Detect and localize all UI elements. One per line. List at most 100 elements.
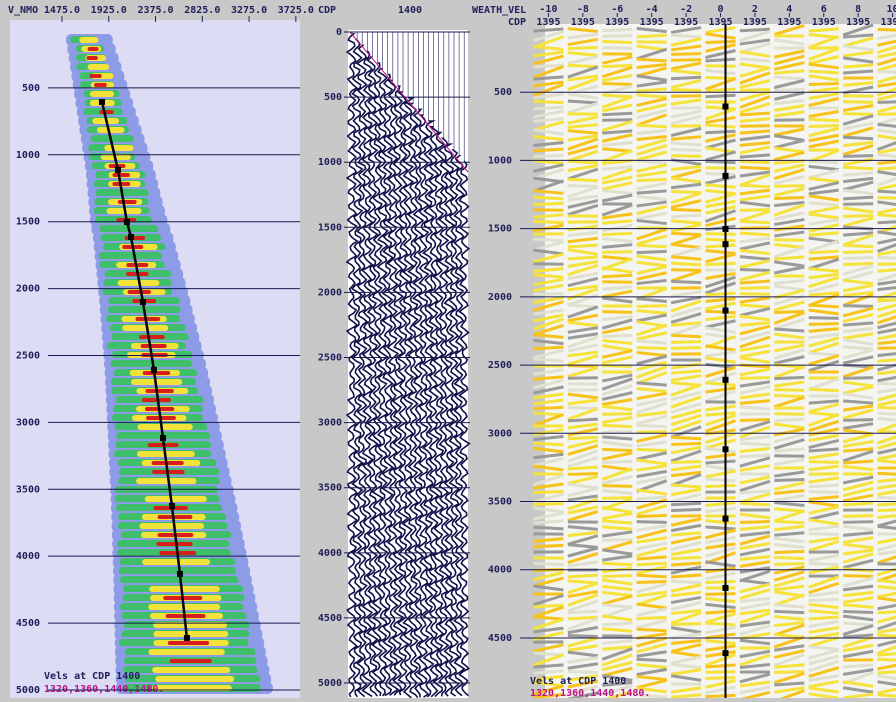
event-stripe <box>706 59 736 61</box>
event-stripe <box>706 131 736 132</box>
event-stripe <box>843 611 873 612</box>
event-stripe <box>602 425 632 426</box>
event-stripe <box>843 197 873 199</box>
gather-header: CDP <box>318 5 336 16</box>
event-stripe <box>602 498 632 499</box>
event-stripe <box>878 534 896 535</box>
event-stripe <box>740 491 770 493</box>
event-stripe <box>809 83 839 84</box>
event-stripe <box>637 179 667 180</box>
event-stripe <box>706 479 736 481</box>
semblance-peak <box>89 74 101 78</box>
event-stripe <box>671 516 701 517</box>
semblance-peak <box>145 389 173 393</box>
event-stripe <box>706 695 736 696</box>
event-stripe <box>774 395 804 396</box>
event-stripe <box>843 156 873 157</box>
y-tick-label: 2000 <box>318 287 342 298</box>
event-stripe <box>706 89 736 91</box>
event-stripe <box>602 221 632 223</box>
event-stripe <box>671 581 701 582</box>
event-stripe <box>706 665 736 667</box>
event-stripe <box>671 233 701 234</box>
y-tick-label: 4500 <box>16 618 40 629</box>
event-stripe <box>637 425 667 427</box>
event-stripe <box>602 623 632 625</box>
event-stripe <box>637 245 667 247</box>
velocity-pick <box>160 435 166 441</box>
event-stripe <box>637 59 667 61</box>
velocity-pick <box>124 219 130 225</box>
semblance-core <box>142 559 210 565</box>
event-stripe <box>774 377 804 378</box>
event-stripe <box>671 624 701 625</box>
event-stripe <box>671 575 701 577</box>
event-stripe <box>843 516 873 517</box>
semblance-core <box>136 478 196 484</box>
velocity-pick <box>177 571 183 577</box>
event-stripe <box>533 605 563 607</box>
event-stripe <box>671 54 701 55</box>
event-stripe <box>843 216 873 217</box>
time-pick <box>723 377 729 383</box>
event-stripe <box>740 269 770 270</box>
event-stripe <box>740 185 770 187</box>
semblance-peak <box>86 56 97 60</box>
x-tick-label: 1475.0 <box>44 5 80 16</box>
event-stripe <box>843 576 873 577</box>
event-stripe <box>568 257 598 259</box>
event-stripe <box>740 113 770 115</box>
semblance-peak <box>125 236 146 240</box>
x-tick-label: 2375.0 <box>137 5 173 16</box>
velocity-pick <box>115 167 121 173</box>
event-stripe <box>637 522 667 523</box>
event-stripe <box>878 29 896 30</box>
event-stripe <box>878 221 896 223</box>
footer-title: Vels at CDP 1400 <box>530 676 626 687</box>
event-stripe <box>568 384 598 385</box>
event-stripe <box>533 474 563 475</box>
event-stripe <box>843 167 873 168</box>
event-stripe <box>878 71 896 72</box>
event-stripe <box>774 329 804 331</box>
event-stripe <box>637 582 667 583</box>
cdp-value: 1395 <box>881 17 896 28</box>
event-stripe <box>671 209 701 210</box>
event-stripe <box>843 245 873 247</box>
event-stripe <box>878 198 896 199</box>
y-tick-label: 5000 <box>16 685 40 696</box>
event-stripe <box>671 77 701 79</box>
semblance-peak <box>170 659 212 663</box>
event-stripe <box>878 102 896 103</box>
event-stripe <box>706 594 736 595</box>
event-stripe <box>568 305 598 307</box>
event-stripe <box>809 119 839 120</box>
event-stripe <box>809 318 839 319</box>
event-stripe <box>568 575 598 577</box>
event-stripe <box>843 420 873 421</box>
event-stripe <box>533 221 563 222</box>
event-stripe <box>706 77 736 78</box>
y-tick-label: 2500 <box>488 360 512 371</box>
event-stripe <box>671 281 701 282</box>
footer-values: 1320,1360,1440,1480. <box>530 688 650 698</box>
event-stripe <box>774 186 804 187</box>
y-tick-label: 4000 <box>318 548 342 559</box>
y-tick-label: 3500 <box>16 484 40 495</box>
event-stripe <box>706 678 736 679</box>
event-stripe <box>740 281 770 283</box>
event-stripe <box>809 599 839 600</box>
event-stripe <box>740 161 770 162</box>
event-stripe <box>706 582 736 583</box>
x-tick-label: 2825.0 <box>184 5 220 16</box>
event-stripe <box>637 432 667 433</box>
semblance-core <box>122 325 168 331</box>
event-stripe <box>533 101 563 102</box>
event-stripe <box>706 311 736 312</box>
event-stripe <box>843 252 873 253</box>
event-stripe <box>602 335 632 336</box>
event-stripe <box>809 449 839 451</box>
semblance-peak <box>139 335 165 339</box>
event-stripe <box>809 485 839 487</box>
event-stripe <box>671 335 701 336</box>
